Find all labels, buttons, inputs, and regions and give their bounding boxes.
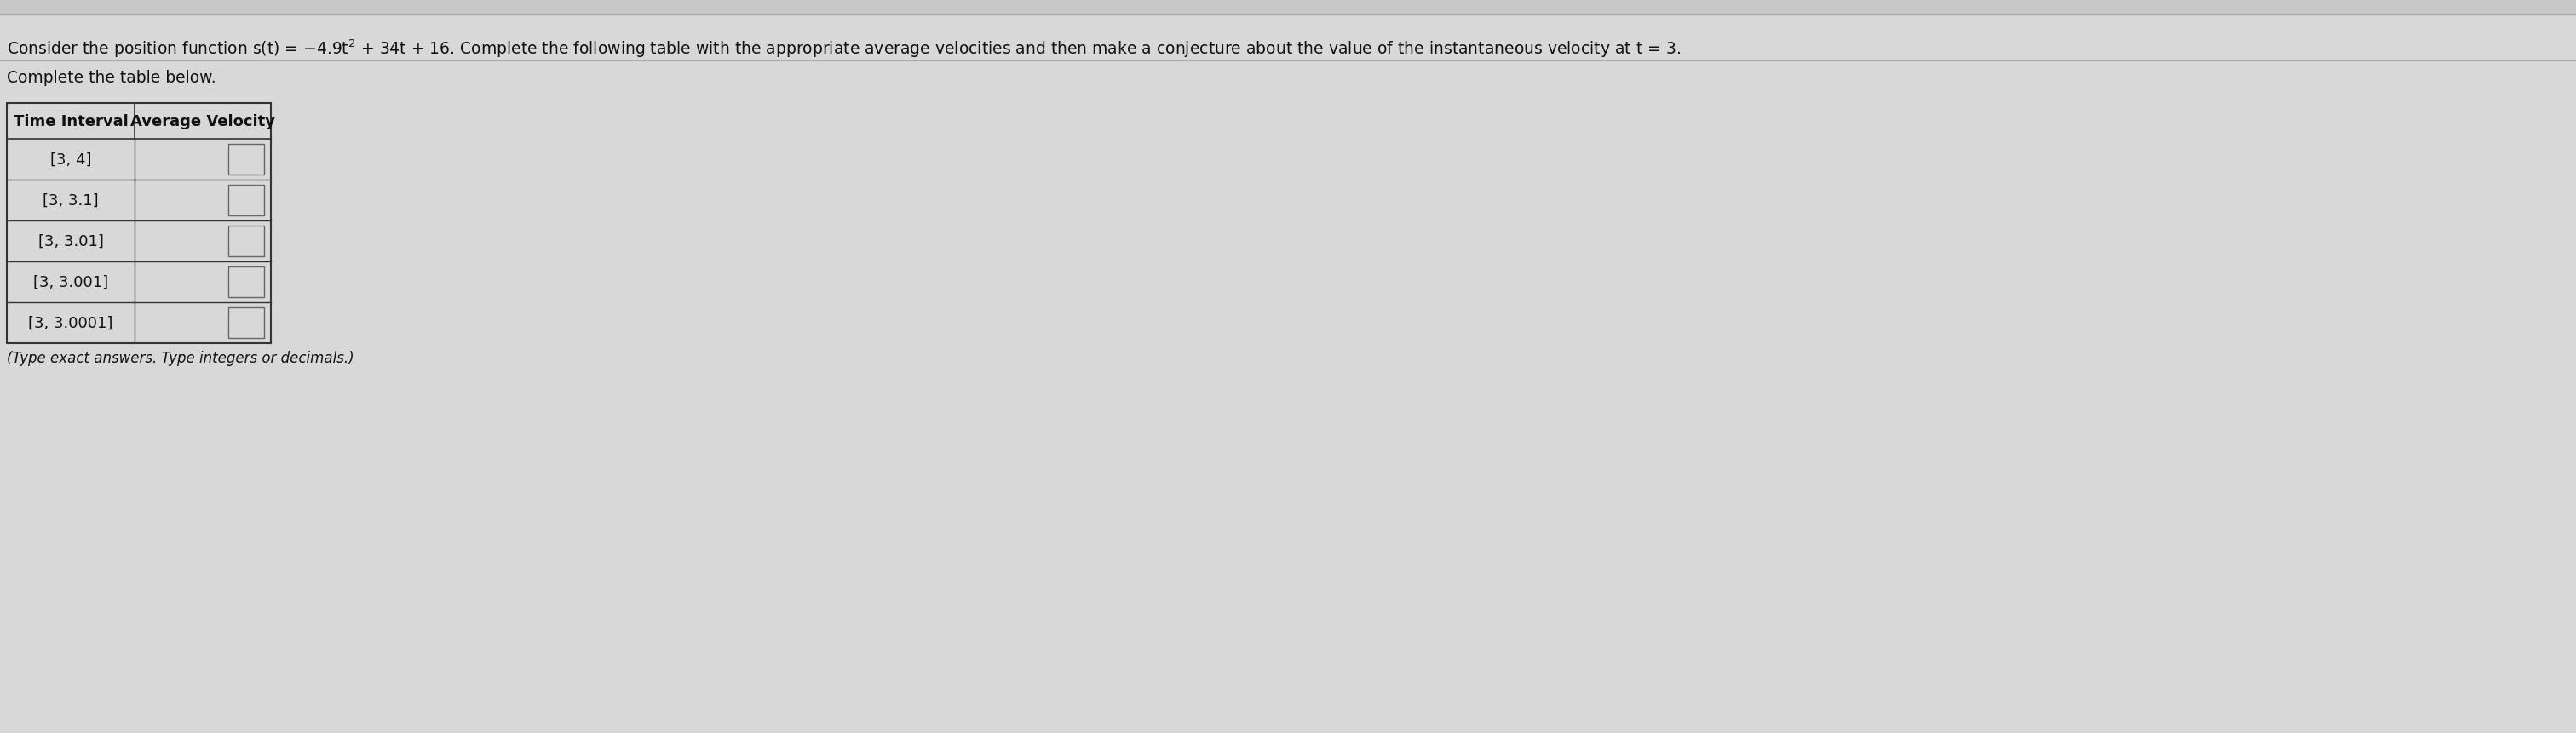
Text: Complete the table below.: Complete the table below. [8,70,216,86]
Bar [229,267,265,298]
Bar [229,308,265,339]
Bar [8,104,270,344]
Bar [229,226,265,257]
Text: Time Interval: Time Interval [13,114,129,129]
Text: [3, 3.001]: [3, 3.001] [33,275,108,290]
Text: [3, 4]: [3, 4] [49,152,90,168]
Text: [3, 3.01]: [3, 3.01] [39,234,103,249]
Bar [229,185,265,216]
Text: Average Velocity: Average Velocity [131,114,276,129]
Text: [3, 3.0001]: [3, 3.0001] [28,315,113,331]
Bar [8,104,270,139]
Bar [229,144,265,175]
Bar [0,0,2576,15]
Text: [3, 3.1]: [3, 3.1] [44,193,98,208]
Text: (Type exact answers. Type integers or decimals.): (Type exact answers. Type integers or de… [8,350,353,366]
Text: Consider the position function s(t) = $-$4.9t$^2$ + 34t + 16. Complete the follo: Consider the position function s(t) = $-… [8,37,1680,59]
